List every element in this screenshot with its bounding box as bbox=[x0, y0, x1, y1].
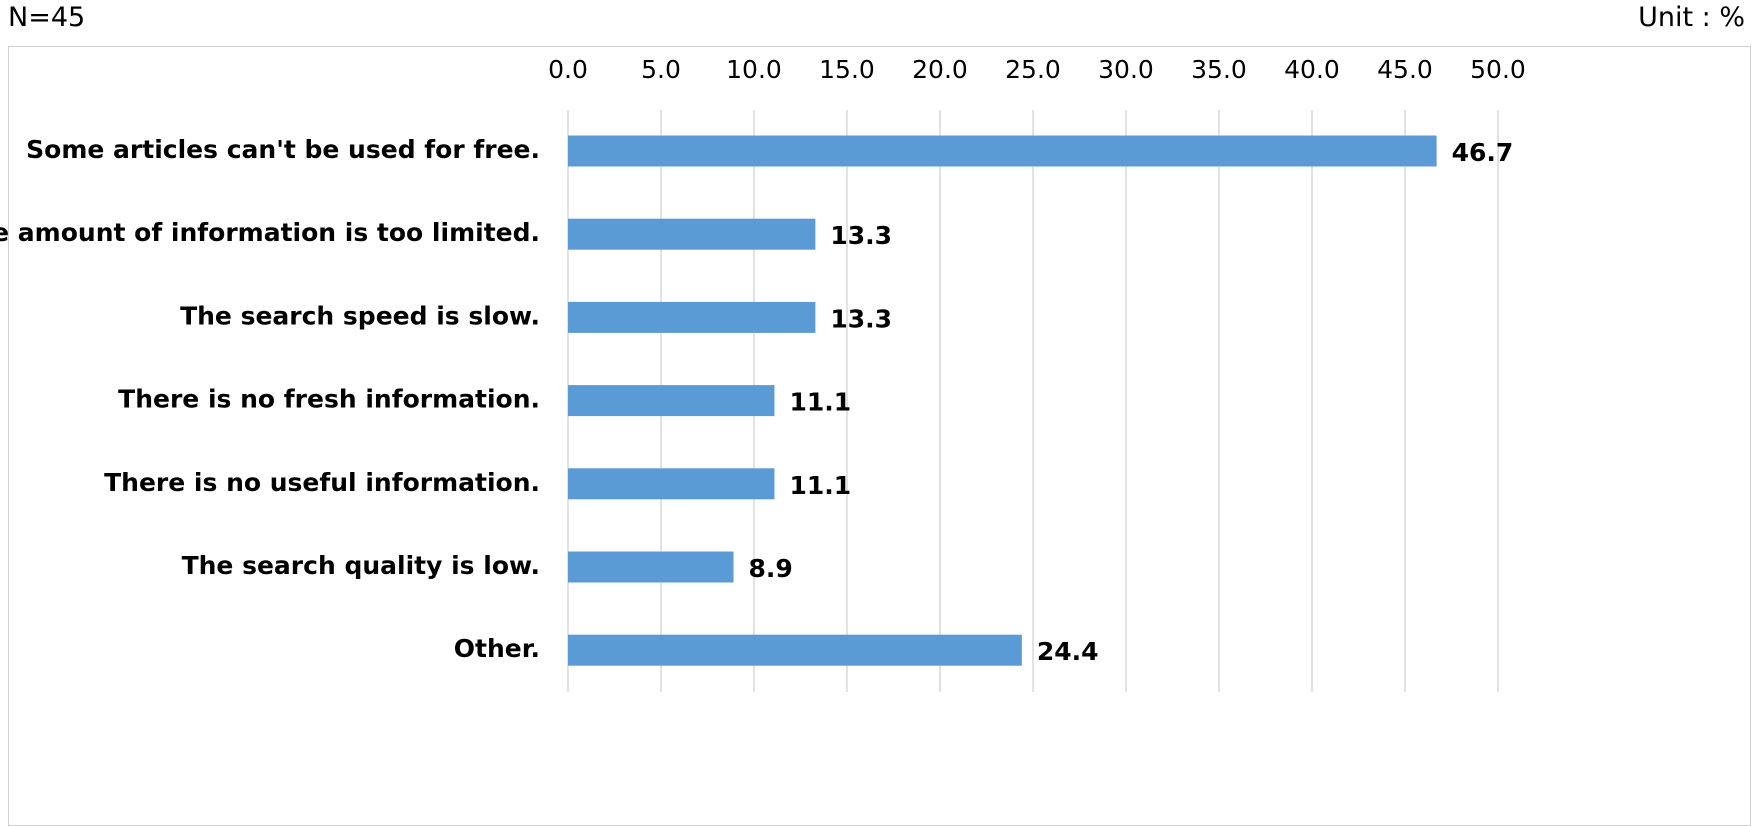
bar bbox=[568, 301, 816, 333]
x-tick-label: 0.0 bbox=[548, 55, 588, 84]
bar bbox=[568, 551, 734, 583]
category-label: There is no fresh information. bbox=[118, 385, 540, 414]
bar bbox=[568, 385, 775, 417]
data-label: 11.1 bbox=[789, 388, 851, 417]
x-tick-label: 40.0 bbox=[1284, 55, 1340, 84]
data-label: 24.4 bbox=[1037, 637, 1099, 666]
bar bbox=[568, 634, 1022, 666]
category-label: The search quality is low. bbox=[182, 551, 540, 580]
x-tick-label: 5.0 bbox=[641, 55, 681, 84]
bar-chart: 0.0 5.0 10.0 15.0 20.0 25.0 30.0 35.0 40.0 45.0 50… bbox=[0, 55, 1526, 692]
x-tick-label: 20.0 bbox=[912, 55, 968, 84]
x-tick-label: 25.0 bbox=[1005, 55, 1061, 84]
data-label: 11.1 bbox=[789, 471, 851, 500]
bar bbox=[568, 135, 1437, 167]
category-label: Other. bbox=[454, 634, 540, 663]
x-tick-label: 35.0 bbox=[1191, 55, 1247, 84]
data-label: 13.3 bbox=[830, 304, 892, 333]
category-label: There is no useful information. bbox=[104, 468, 540, 497]
x-tick-label: 15.0 bbox=[819, 55, 875, 84]
sample-size-note: N=45 bbox=[8, 2, 86, 33]
x-tick-label: 45.0 bbox=[1377, 55, 1433, 84]
x-tick-label: 10.0 bbox=[726, 55, 782, 84]
category-label: The amount of information is too limited… bbox=[0, 218, 540, 247]
data-label: 8.9 bbox=[749, 554, 793, 583]
x-tick-label: 50.0 bbox=[1470, 55, 1526, 84]
bar bbox=[568, 468, 775, 500]
unit-note: Unit : % bbox=[1638, 2, 1745, 33]
data-label: 46.7 bbox=[1452, 138, 1514, 167]
x-tick-label: 30.0 bbox=[1098, 55, 1154, 84]
data-label: 13.3 bbox=[830, 221, 892, 250]
bar bbox=[568, 218, 816, 250]
category-label: Some articles can't be used for free. bbox=[26, 135, 540, 164]
category-label: The search speed is slow. bbox=[180, 301, 540, 330]
